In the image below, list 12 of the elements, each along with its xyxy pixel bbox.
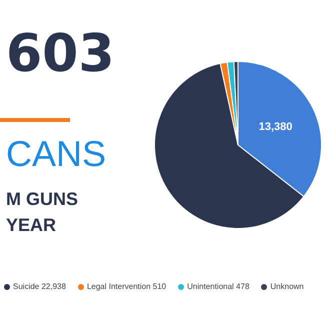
legend-label: Unintentional [187, 282, 234, 291]
text: CANS [6, 133, 106, 174]
chart-title: 603 [6, 24, 115, 84]
text: M GUNS [6, 189, 78, 209]
data-label: 22,938 [41, 282, 66, 291]
text: YEAR [6, 215, 56, 235]
legend-label: Suicide [13, 282, 40, 291]
legend-label: Legal Intervention [86, 282, 151, 291]
legend-label: Unknown [269, 282, 304, 291]
data-label: 510 [152, 282, 166, 291]
data-label: 13,380 [258, 120, 292, 133]
data-label: 478 [236, 282, 250, 291]
